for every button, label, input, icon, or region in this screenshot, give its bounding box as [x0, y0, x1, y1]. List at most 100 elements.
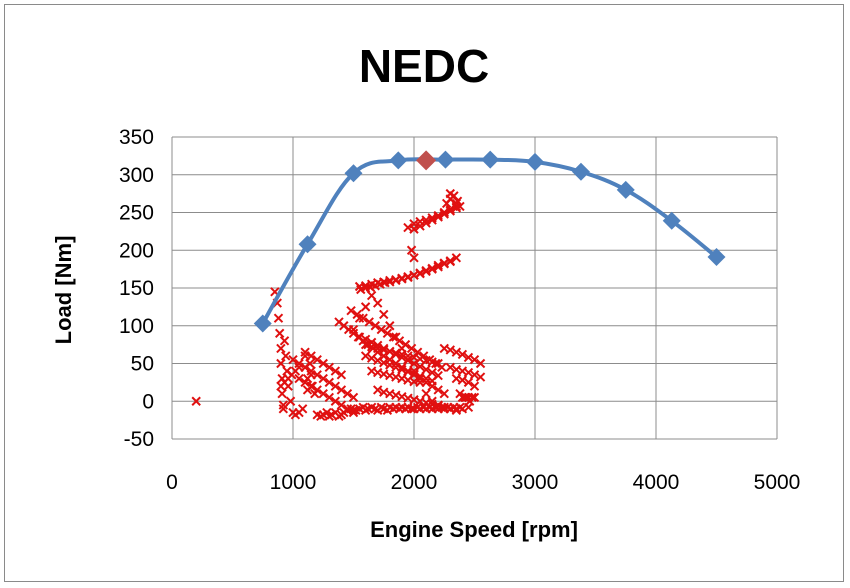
- operating-point-stroke: [457, 349, 468, 360]
- operating-point: [415, 268, 425, 278]
- operating-point-stroke: [312, 370, 322, 380]
- operating-point-stroke: [379, 309, 389, 320]
- operating-point: [306, 381, 316, 391]
- operating-point-stroke: [475, 372, 486, 382]
- operating-point: [415, 221, 425, 231]
- operating-point: [360, 351, 371, 361]
- operating-point-stroke: [300, 347, 310, 357]
- operating-point-stroke: [385, 277, 395, 287]
- full-load-marker: [389, 151, 408, 170]
- operating-point-stroke: [278, 400, 289, 410]
- operating-point: [294, 373, 304, 384]
- operating-point: [288, 355, 298, 365]
- operating-point: [342, 388, 353, 399]
- operating-point: [312, 385, 322, 395]
- operating-point-stroke: [469, 381, 480, 391]
- full-load-marker: [662, 211, 681, 230]
- operating-point-stroke: [330, 366, 341, 376]
- operating-point: [445, 188, 456, 199]
- operating-point-stroke: [324, 392, 335, 403]
- operating-point: [433, 401, 443, 411]
- operating-point: [370, 321, 380, 331]
- operating-point-stroke: [427, 376, 437, 386]
- operating-point-stroke: [324, 362, 335, 372]
- y-tick-label: -50: [124, 428, 154, 451]
- operating-point: [469, 355, 480, 365]
- y-tick-label: 0: [142, 390, 154, 413]
- full-load-marker: [616, 180, 635, 199]
- operating-point: [475, 358, 486, 369]
- operating-point: [330, 381, 341, 391]
- operating-point: [297, 404, 308, 414]
- operating-point: [427, 215, 437, 225]
- operating-point: [409, 270, 419, 280]
- operating-point-stroke: [360, 302, 371, 312]
- operating-point-stroke: [397, 274, 407, 284]
- operating-point-stroke: [379, 404, 389, 414]
- operating-point-stroke: [451, 253, 462, 263]
- operating-point-stroke: [427, 215, 437, 225]
- operating-point-stroke: [409, 253, 419, 263]
- operating-point: [406, 343, 417, 354]
- operating-point-stroke: [415, 268, 425, 278]
- operating-point: [427, 376, 437, 386]
- operating-point-stroke: [312, 355, 322, 365]
- operating-point-stroke: [382, 328, 393, 339]
- operating-point: [273, 313, 284, 323]
- operating-point-stroke: [330, 381, 341, 391]
- operating-point-stroke: [372, 298, 383, 308]
- operating-point-stroke: [297, 404, 308, 414]
- operating-point: [433, 260, 443, 271]
- operating-point: [409, 366, 419, 376]
- operating-point: [409, 224, 419, 234]
- operating-point-stroke: [431, 358, 441, 369]
- operating-point: [354, 332, 365, 342]
- operating-point: [324, 377, 335, 388]
- full-load-marker: [298, 235, 317, 254]
- operating-point-stroke: [385, 321, 395, 331]
- full-load-line: [261, 157, 718, 325]
- operating-point-stroke: [421, 265, 431, 276]
- operating-point: [330, 366, 341, 376]
- operating-point-stroke: [451, 198, 462, 209]
- operating-point: [433, 385, 443, 395]
- operating-point: [348, 324, 359, 335]
- operating-point-stroke: [463, 377, 474, 388]
- operating-point-stroke: [360, 339, 371, 350]
- operating-point: [348, 405, 359, 416]
- operating-point: [318, 358, 328, 369]
- operating-point: [300, 347, 310, 357]
- x-tick-label: 5000: [754, 471, 801, 494]
- operating-point-stroke: [354, 332, 365, 342]
- operating-point-stroke: [366, 353, 377, 363]
- operating-point-stroke: [409, 224, 419, 234]
- operating-point-stroke: [391, 332, 401, 342]
- chart-frame: [4, 4, 844, 582]
- y-tick-label: 200: [119, 239, 154, 262]
- operating-point-stroke: [445, 206, 456, 216]
- operating-point-stroke: [433, 401, 443, 411]
- operating-point-stroke: [348, 328, 359, 339]
- operating-point-stroke: [354, 313, 365, 323]
- operating-point-stroke: [276, 358, 286, 369]
- operating-point: [372, 385, 383, 395]
- chart-title: NEDC: [359, 40, 489, 92]
- operating-point: [336, 385, 347, 395]
- operating-point-stroke: [324, 377, 335, 388]
- operating-point-stroke: [445, 362, 456, 372]
- full-load-marker: [253, 314, 272, 333]
- operating-point-stroke: [279, 336, 290, 346]
- operating-point-stroke: [406, 404, 417, 414]
- operating-point-stroke: [294, 358, 304, 369]
- operating-point-stroke: [318, 373, 328, 384]
- operating-point-stroke: [318, 388, 328, 399]
- operating-point-stroke: [278, 404, 289, 414]
- operating-points: [191, 188, 486, 422]
- y-tick-label: 350: [119, 126, 154, 149]
- operating-point: [397, 364, 407, 375]
- operating-point-stroke: [469, 355, 480, 365]
- operating-point-stroke: [312, 385, 322, 395]
- operating-point-stroke: [445, 256, 456, 266]
- operating-point: [336, 400, 347, 410]
- operating-point: [433, 358, 443, 369]
